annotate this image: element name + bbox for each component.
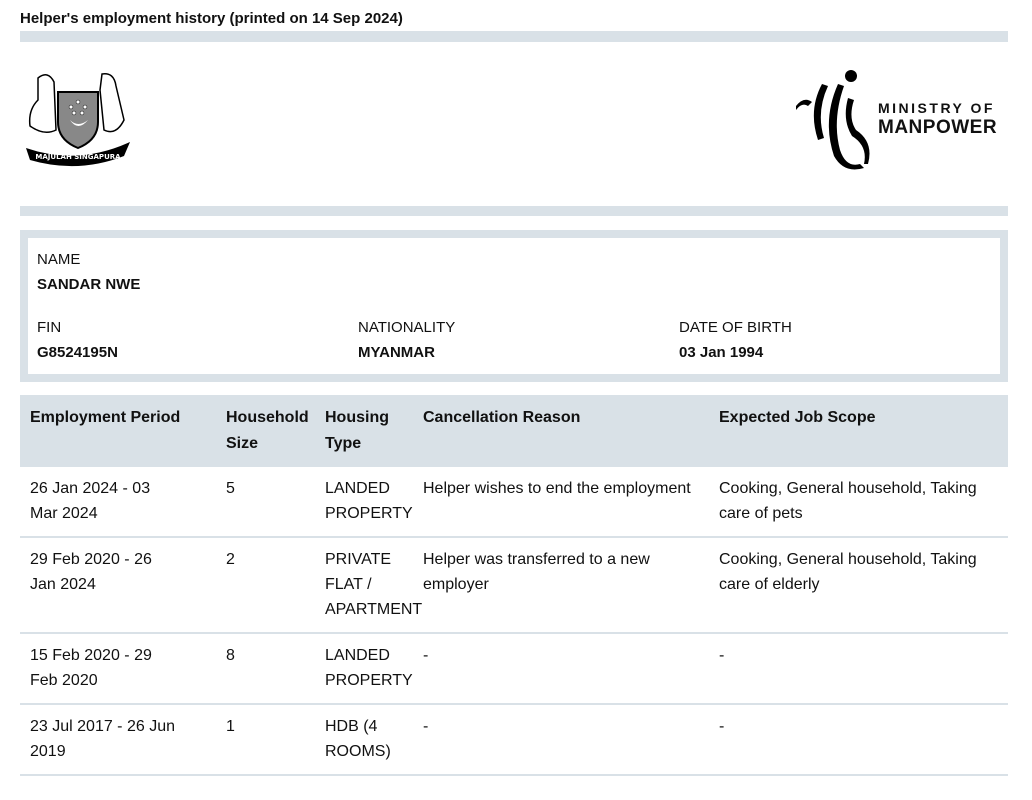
cell-period: 29 Feb 2020 - 26 Jan 2024 bbox=[20, 537, 226, 634]
header-housing-type: Housing Type bbox=[325, 395, 423, 467]
dob-value: 03 Jan 1994 bbox=[679, 344, 764, 361]
cell-cancellation-reason: Helper wishes to end the employment bbox=[423, 467, 719, 538]
cell-job-scope: - bbox=[719, 704, 1008, 776]
employment-history-table: Employment Period Household Size Housing… bbox=[20, 395, 1008, 776]
header-employment-period: Employment Period bbox=[20, 395, 226, 467]
table-row: 15 Feb 2020 - 29 Feb 2020 8 LANDED PROPERT… bbox=[20, 633, 1008, 705]
fin-value: G8524195N bbox=[37, 344, 118, 361]
page-title: Helper's employment history (printed on … bbox=[20, 10, 403, 27]
header-household-size: Household Size bbox=[226, 395, 325, 467]
table-row: 23 Jul 2017 - 26 Jun 2019 1 HDB (4 ROOMS) -… bbox=[20, 704, 1008, 776]
cell-housing-type: LANDED PROPERTY bbox=[325, 633, 423, 705]
dob-label: DATE OF BIRTH bbox=[679, 319, 792, 336]
cell-period: 26 Jan 2024 - 03 Mar 2024 bbox=[20, 467, 226, 538]
name-value: SANDAR NWE bbox=[37, 276, 141, 293]
cell-period: 23 Jul 2017 - 26 Jun 2019 bbox=[20, 704, 226, 776]
cell-cancellation-reason: Helper was transferred to a new employer bbox=[423, 537, 719, 634]
header-expected-job-scope: Expected Job Scope bbox=[719, 395, 1008, 467]
name-label: NAME bbox=[37, 251, 81, 268]
cell-housing-type: LANDED PROPERTY bbox=[325, 467, 423, 538]
cell-housing-type: HDB (4 ROOMS) bbox=[325, 704, 423, 776]
table-row: 26 Jan 2024 - 03 Mar 2024 5 LANDED PROPERT… bbox=[20, 467, 1008, 538]
cell-household-size: 1 bbox=[226, 704, 325, 776]
header-cancellation-reason: Cancellation Reason bbox=[423, 395, 719, 467]
nationality-label: NATIONALITY bbox=[358, 319, 456, 336]
cell-job-scope: Cooking, General household, Taking care … bbox=[719, 467, 1008, 538]
cell-cancellation-reason: - bbox=[423, 704, 719, 776]
cell-cancellation-reason: - bbox=[423, 633, 719, 705]
divider bbox=[20, 206, 1008, 216]
cell-household-size: 5 bbox=[226, 467, 325, 538]
helper-info-panel: NAME SANDAR NWE FIN G8524195N NATIONALIT… bbox=[20, 230, 1008, 382]
cell-job-scope: Cooking, General household, Taking care … bbox=[719, 537, 1008, 634]
cell-period: 15 Feb 2020 - 29 Feb 2020 bbox=[20, 633, 226, 705]
cell-housing-type: PRIVATE FLAT / APARTMENT bbox=[325, 537, 423, 634]
singapore-crest-logo: MAJULAH SINGAPURA bbox=[26, 73, 130, 167]
cell-household-size: 8 bbox=[226, 633, 325, 705]
table-header-row: Employment Period Household Size Housing… bbox=[20, 395, 1008, 467]
cell-household-size: 2 bbox=[226, 537, 325, 634]
table-row: 29 Feb 2020 - 26 Jan 2024 2 PRIVATE FLAT /… bbox=[20, 537, 1008, 634]
nationality-value: MYANMAR bbox=[358, 344, 435, 361]
ministry-of-manpower-logo: MINISTRY OF MANPOWER bbox=[794, 70, 1008, 176]
divider bbox=[20, 31, 1008, 42]
cell-job-scope: - bbox=[719, 633, 1008, 705]
svg-text:MAJULAH SINGAPURA: MAJULAH SINGAPURA bbox=[35, 153, 121, 161]
fin-label: FIN bbox=[37, 319, 62, 336]
